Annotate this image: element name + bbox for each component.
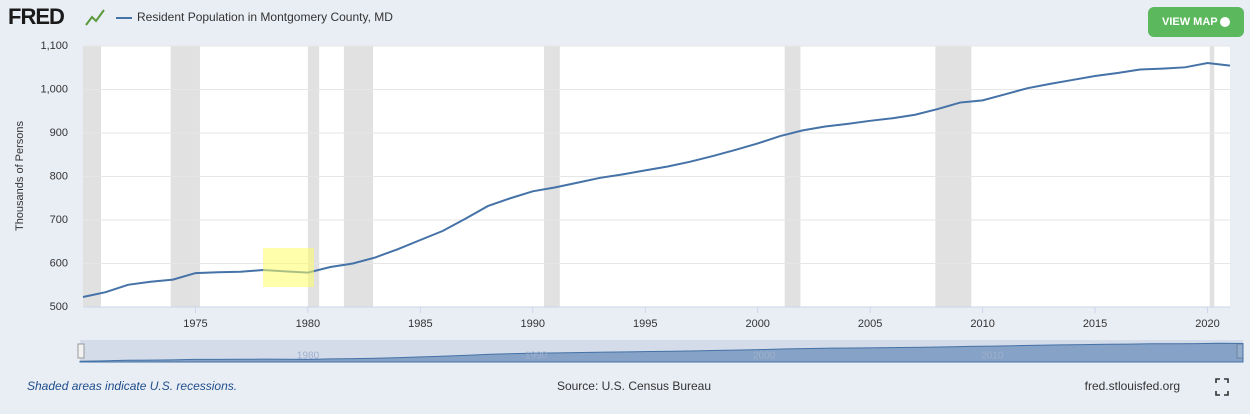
x-tick-label: 1995: [633, 318, 657, 330]
recession-note: Shaded areas indicate U.S. recessions.: [27, 379, 237, 393]
navigator-area: [79, 342, 1244, 363]
fullscreen-icon[interactable]: [1215, 378, 1229, 396]
y-axis-label: Thousands of Persons: [14, 120, 26, 231]
navigator-tick-label: 2010: [981, 351, 1004, 362]
y-tick-label: 700: [50, 214, 68, 226]
navigator-tick-label: 1980: [297, 351, 320, 362]
x-tick-label: 1975: [183, 318, 207, 330]
y-tick-label: 900: [50, 127, 68, 139]
y-tick-label: 800: [50, 170, 68, 182]
globe-icon[interactable]: [1220, 17, 1230, 27]
navigator-tick-label: 1990: [525, 351, 548, 362]
view-map-label[interactable]: VIEW MAP: [1162, 16, 1218, 28]
y-tick-label: 500: [50, 301, 68, 313]
x-tick-label: 1990: [521, 318, 545, 330]
x-tick-label: 2015: [1083, 318, 1107, 330]
y-tick-label: 600: [50, 257, 68, 269]
logo-icon: [85, 9, 105, 26]
y-tick-label: 1,100: [40, 40, 68, 52]
site: fred.stlouisfed.org: [1085, 379, 1180, 393]
navigator-tick-label: 2000: [753, 351, 776, 362]
view-map-button[interactable]: [1148, 7, 1244, 37]
highlight: [263, 248, 314, 287]
navigator-handle[interactable]: [77, 343, 85, 359]
x-tick-label: 2020: [1195, 318, 1219, 330]
y-tick-label: 1,000: [40, 83, 68, 95]
x-tick-label: 1980: [296, 318, 320, 330]
x-tick-label: 2005: [858, 318, 882, 330]
source: Source: U.S. Census Bureau: [557, 379, 711, 393]
x-tick-label: 2010: [970, 318, 994, 330]
logo: FRED: [8, 4, 64, 29]
legend-label: Resident Population in Montgomery County…: [137, 10, 393, 24]
x-tick-label: 1985: [408, 318, 432, 330]
x-tick-label: 2000: [745, 318, 769, 330]
plot: [82, 45, 1231, 308]
